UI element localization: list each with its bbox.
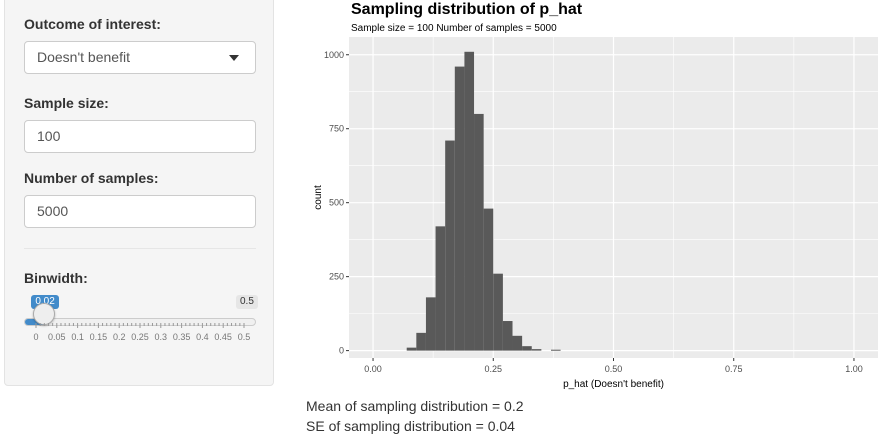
outcome-select[interactable]: Doesn't benefit <box>24 41 256 74</box>
slider-tick-scale: 0 0.05 0.1 0.15 0.2 0.25 0.3 0.35 0.4 0.45 0.5 <box>33 323 251 342</box>
binwidth-slider-fill <box>25 319 46 325</box>
sample-size-input[interactable]: 100 <box>24 120 256 153</box>
sidebar-panel: Outcome of interest: Doesn't benefit Sam… <box>4 0 274 386</box>
x-tick-label: 1.00 <box>845 364 863 374</box>
histogram-bar <box>445 140 455 351</box>
num-samples-input[interactable]: 5000 <box>24 195 256 228</box>
slider-tick-label: 0.05 <box>48 332 66 342</box>
chevron-down-icon <box>229 55 239 61</box>
histogram-bar <box>464 51 475 351</box>
num-samples-value: 5000 <box>37 203 69 219</box>
slider-tick-label: 0.15 <box>90 332 108 342</box>
y-tick-label: 250 <box>329 272 344 282</box>
histogram-bar <box>425 297 436 351</box>
slider-tick-label: 0.3 <box>155 332 168 342</box>
slider-tick-label: 0.4 <box>196 332 209 342</box>
x-tick-label: 0.00 <box>364 364 382 374</box>
sample-size-label: Sample size: <box>24 95 109 111</box>
histogram-bar <box>483 208 494 351</box>
x-tick-label: 0.50 <box>605 364 623 374</box>
histogram-bar <box>512 335 523 351</box>
x-tick-label: 0.75 <box>725 364 743 374</box>
histogram-bar <box>416 332 426 351</box>
slider-max-badge: 0.5 <box>236 295 258 309</box>
histogram-bar <box>454 66 465 351</box>
histogram-bar <box>522 346 532 351</box>
histogram-bar <box>474 113 484 351</box>
sample-size-value: 100 <box>37 128 61 144</box>
histogram-bar <box>502 321 513 351</box>
slider-tick-label: 0.25 <box>131 332 149 342</box>
histogram-bar <box>435 226 446 351</box>
x-axis-title: p_hat (Doesn't benefit) <box>563 379 664 390</box>
histogram-bar <box>550 349 561 351</box>
histogram-bar <box>406 347 417 351</box>
outcome-label: Outcome of interest: <box>24 16 161 32</box>
y-tick-label: 0 <box>339 346 344 356</box>
num-samples-label: Number of samples: <box>24 170 159 186</box>
slider-tick-label: 0.35 <box>173 332 191 342</box>
chart-title: Sampling distribution of p_hat <box>351 1 583 18</box>
slider-tick-label: 0.5 <box>238 332 251 342</box>
histogram-bar <box>531 349 542 351</box>
se-text: SE of sampling distribution = 0.04 <box>306 418 515 434</box>
histogram-chart: Sampling distribution of p_hat Sample siz… <box>313 1 878 390</box>
y-tick-label: 500 <box>329 198 344 208</box>
slider-tick-label: 0 <box>33 332 38 342</box>
slider-tick-label: 0.45 <box>214 332 232 342</box>
y-tick-label: 1000 <box>324 50 344 60</box>
x-tick-label: 0.25 <box>485 364 503 374</box>
chart-subtitle: Sample size = 100 Number of samples = 50… <box>351 23 557 34</box>
histogram-bar <box>493 273 503 351</box>
outcome-selected-value: Doesn't benefit <box>37 49 130 65</box>
binwidth-label: Binwidth: <box>24 270 88 286</box>
slider-tick-label: 0.1 <box>71 332 84 342</box>
y-tick-label: 750 <box>329 124 344 134</box>
y-axis-title: count <box>313 185 324 210</box>
slider-tick-label: 0.2 <box>113 332 126 342</box>
divider <box>24 248 256 249</box>
mean-text: Mean of sampling distribution = 0.2 <box>306 398 524 414</box>
